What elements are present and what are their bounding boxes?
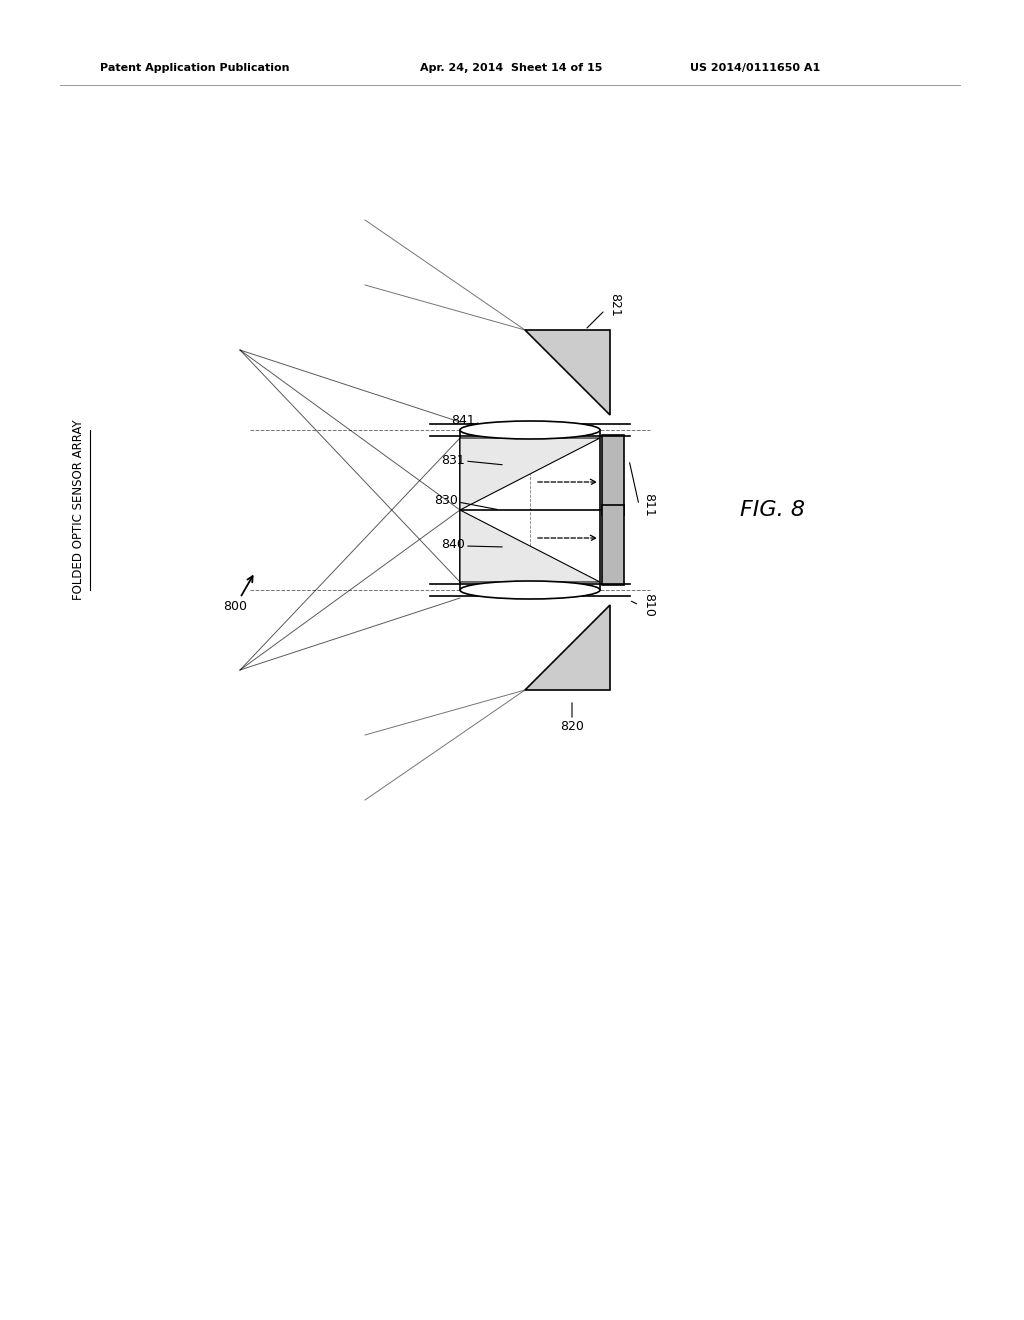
Text: 800: 800	[223, 601, 247, 612]
Text: Patent Application Publication: Patent Application Publication	[100, 63, 290, 73]
Text: 831: 831	[441, 454, 465, 466]
Text: 841: 841	[452, 413, 475, 426]
Polygon shape	[525, 330, 610, 414]
Text: FOLDED OPTIC SENSOR ARRAY: FOLDED OPTIC SENSOR ARRAY	[72, 420, 85, 601]
Text: 821: 821	[608, 293, 621, 317]
Text: FIG. 8: FIG. 8	[740, 500, 805, 520]
Polygon shape	[460, 510, 600, 582]
Polygon shape	[525, 605, 610, 690]
Ellipse shape	[460, 581, 600, 599]
Text: 830: 830	[434, 494, 458, 507]
Ellipse shape	[460, 421, 600, 440]
Text: 840: 840	[441, 539, 465, 552]
Text: 811: 811	[642, 494, 655, 517]
Polygon shape	[460, 438, 600, 510]
Bar	[602, 506, 624, 585]
Bar	[602, 436, 624, 515]
Text: 810: 810	[642, 593, 655, 616]
Text: Apr. 24, 2014  Sheet 14 of 15: Apr. 24, 2014 Sheet 14 of 15	[420, 63, 602, 73]
Text: US 2014/0111650 A1: US 2014/0111650 A1	[690, 63, 820, 73]
Text: 820: 820	[560, 719, 584, 733]
